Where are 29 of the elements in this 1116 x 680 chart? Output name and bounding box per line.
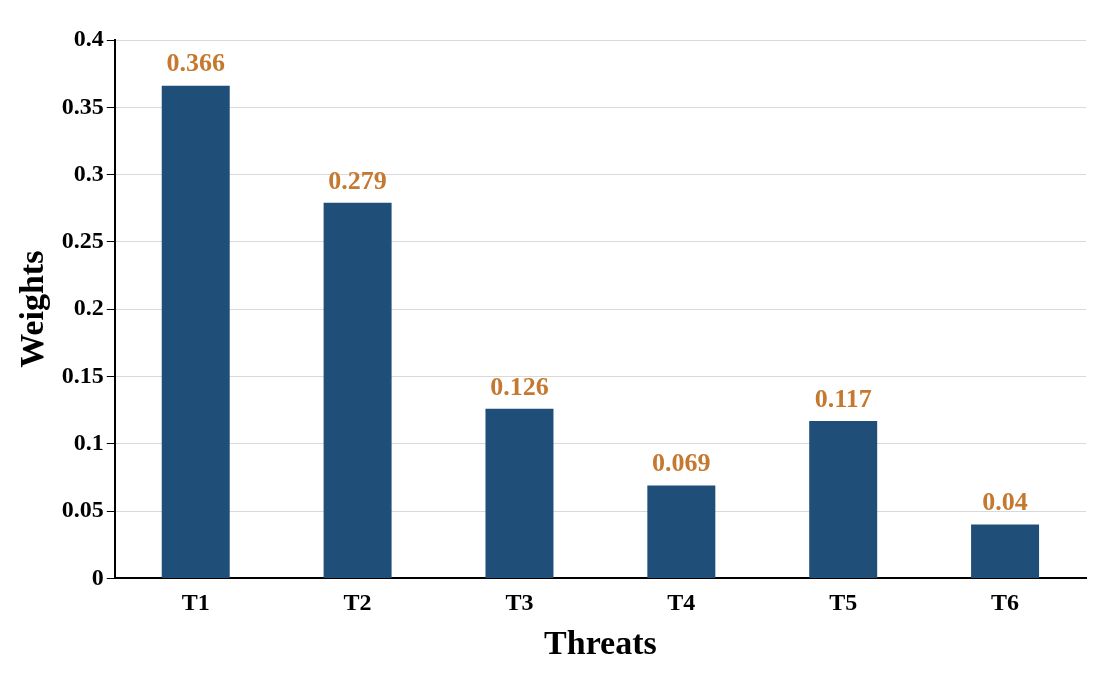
y-tick-label: 0.05 bbox=[61, 496, 104, 523]
y-tick-label: 0.35 bbox=[61, 92, 104, 119]
y-tick-label: 0.3 bbox=[73, 159, 104, 186]
x-tick-label: T5 bbox=[829, 589, 858, 615]
x-tick-label: T6 bbox=[991, 589, 1020, 615]
bar bbox=[809, 420, 878, 578]
data-label: 0.04 bbox=[982, 487, 1028, 517]
data-label: 0.126 bbox=[490, 371, 549, 401]
y-tick-label: 0.15 bbox=[61, 361, 104, 388]
x-tick-label: T4 bbox=[667, 589, 696, 615]
data-label: 0.366 bbox=[166, 48, 225, 78]
x-axis-title: Threats bbox=[544, 624, 657, 662]
bar bbox=[971, 524, 1040, 578]
data-label: 0.117 bbox=[814, 383, 872, 413]
x-tick-label: T2 bbox=[343, 589, 372, 615]
data-label: 0.069 bbox=[652, 448, 711, 478]
data-label: 0.279 bbox=[328, 165, 387, 195]
bar bbox=[647, 485, 716, 578]
y-tick-label: 0.4 bbox=[73, 25, 104, 52]
bar bbox=[485, 408, 554, 578]
x-tick-label: T3 bbox=[505, 589, 534, 615]
y-axis-title: Weights bbox=[13, 250, 51, 368]
y-tick-label: 0.1 bbox=[73, 429, 104, 455]
bar bbox=[323, 202, 392, 578]
y-tick-label: 0 bbox=[91, 563, 104, 590]
x-tick-label: T1 bbox=[181, 589, 210, 615]
y-tick-label: 0.2 bbox=[73, 294, 104, 321]
bar bbox=[161, 85, 230, 578]
y-tick-label: 0.25 bbox=[61, 227, 104, 254]
